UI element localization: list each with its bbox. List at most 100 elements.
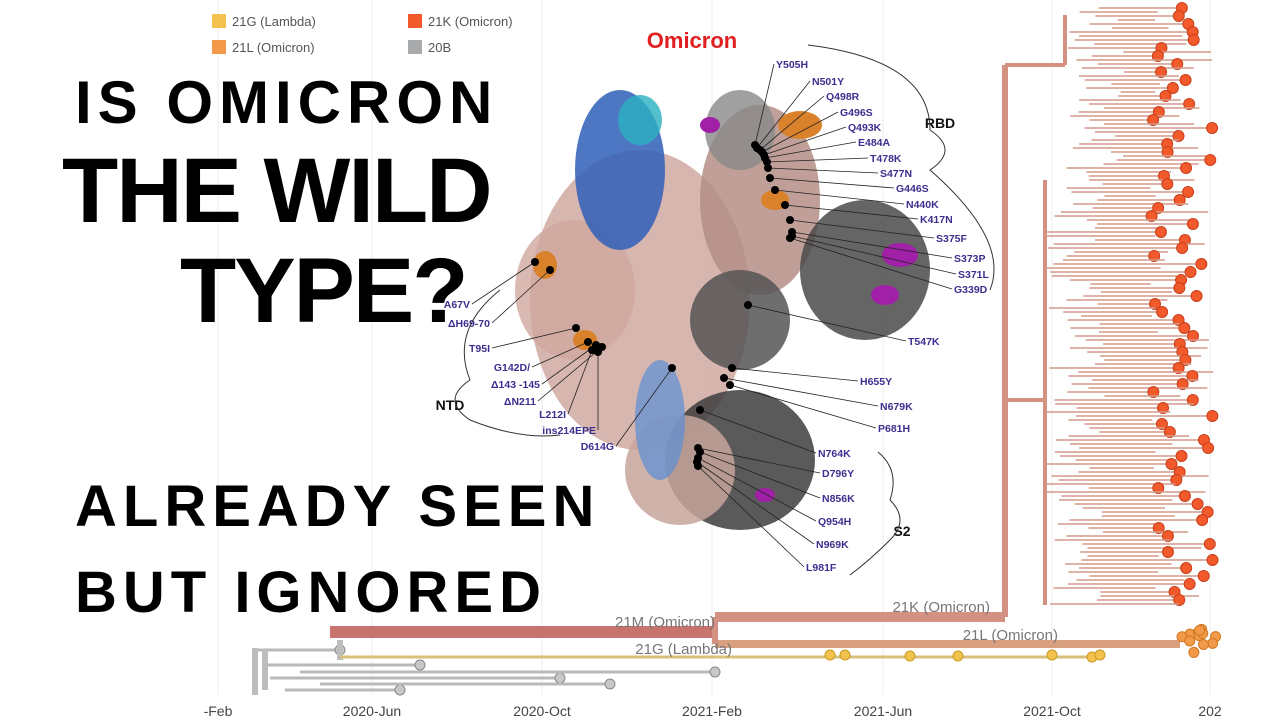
tip xyxy=(1172,10,1185,22)
region-label: NTD xyxy=(436,397,465,413)
tip xyxy=(1206,410,1219,422)
tip xyxy=(1172,362,1185,374)
tip xyxy=(1197,570,1210,582)
mutation-dot xyxy=(786,216,794,224)
bracket xyxy=(807,44,995,291)
leader-line xyxy=(791,235,957,275)
tip xyxy=(1152,202,1165,214)
mutation-dot xyxy=(744,301,752,309)
tip xyxy=(1173,594,1186,606)
tip xyxy=(1178,490,1191,502)
mutation-label: G339D xyxy=(954,284,988,296)
tip xyxy=(1157,402,1170,414)
tip xyxy=(1179,74,1192,86)
tip xyxy=(824,649,836,661)
branch xyxy=(252,640,343,695)
leader-line xyxy=(761,111,839,153)
leader-line xyxy=(491,269,551,324)
leader-line xyxy=(537,346,603,402)
tip xyxy=(1176,378,1189,390)
tip xyxy=(1163,426,1176,438)
mutation-label: P681H xyxy=(878,423,910,435)
tip xyxy=(1161,546,1174,558)
tip xyxy=(1166,82,1179,94)
tip xyxy=(1180,162,1193,174)
mutation-label: L212I xyxy=(539,409,566,421)
tip xyxy=(1161,530,1174,542)
mutation-label: E484A xyxy=(858,137,891,149)
leader-line xyxy=(531,341,589,368)
tip xyxy=(1161,146,1174,158)
mutation-label: T95I xyxy=(469,343,490,355)
mutation-dot xyxy=(764,164,772,172)
region-label: RBD xyxy=(925,115,955,131)
tip xyxy=(1173,282,1186,294)
tip xyxy=(1152,522,1165,534)
mutation-label: ΔN211 xyxy=(504,396,536,408)
mutation-label: N679K xyxy=(880,401,913,413)
tip xyxy=(1182,186,1195,198)
legend-swatch xyxy=(212,14,226,28)
tip xyxy=(1184,266,1197,278)
tip xyxy=(1154,226,1167,238)
mutation-label: D796Y xyxy=(822,468,854,480)
mutation-dot xyxy=(781,201,789,209)
clade-label: 21M (Omicron) xyxy=(615,614,715,631)
mutation-label: S375F xyxy=(936,233,968,245)
x-axis-label: 202 xyxy=(1198,703,1222,719)
tip xyxy=(1197,639,1209,651)
x-axis-label: 2020-Jun xyxy=(343,703,401,719)
tip xyxy=(1172,130,1185,142)
tip xyxy=(1165,458,1178,470)
mutation-label: H655Y xyxy=(860,376,892,388)
x-axis-label: 2021-Jun xyxy=(854,703,912,719)
tip xyxy=(1155,418,1168,430)
mutation-dot xyxy=(766,174,774,182)
mutation-label: S373P xyxy=(954,253,986,265)
leader-line xyxy=(754,63,775,146)
mutation-label: G142D/ xyxy=(494,362,530,374)
headline-line: TYPE? xyxy=(180,240,466,342)
tip xyxy=(1159,90,1172,102)
mutation-dot xyxy=(572,324,580,332)
headline-line: IS OMICRON xyxy=(75,69,498,136)
tip xyxy=(1155,66,1168,78)
tip xyxy=(1171,58,1184,70)
leader-line xyxy=(791,231,953,259)
mutation-labels: Y505H N501Y Q498R G496S Q493K E484A T478K S477N… xyxy=(444,44,995,576)
mutation-dot xyxy=(786,234,794,242)
mutation-dot xyxy=(728,364,736,372)
legend-label: 21G (Lambda) xyxy=(232,14,316,29)
headline-line: ALREADY SEEN xyxy=(75,474,600,539)
leader-line xyxy=(471,261,536,305)
leader-line xyxy=(764,141,857,159)
legend-swatch xyxy=(408,14,422,28)
mutation-label: ins214EPE xyxy=(542,425,596,437)
leader-line xyxy=(699,409,817,454)
leader-line xyxy=(769,177,895,189)
mutation-label: S477N xyxy=(880,168,912,180)
structure-title: Omicron xyxy=(647,28,737,53)
mutation-label: Q498R xyxy=(826,91,860,103)
tip xyxy=(1149,298,1162,310)
tip xyxy=(1187,34,1200,46)
mutation-dot xyxy=(531,258,539,266)
mutation-dot xyxy=(546,266,554,274)
tip xyxy=(1203,538,1216,550)
mutation-dot xyxy=(594,348,602,356)
headline-line: THE WILD xyxy=(62,140,491,242)
mutation-label: G496S xyxy=(840,107,873,119)
leader-line xyxy=(697,457,817,522)
tip xyxy=(1179,354,1192,366)
tip xyxy=(1183,98,1196,110)
tip xyxy=(554,672,566,684)
leader-line xyxy=(767,167,879,174)
legend-label: 21K (Omicron) xyxy=(428,14,513,29)
tip xyxy=(1190,290,1203,302)
leader-line xyxy=(567,349,593,415)
tip xyxy=(1191,498,1204,510)
legend-label: 21L (Omicron) xyxy=(232,40,315,55)
bracket xyxy=(849,451,901,576)
leader-line xyxy=(615,367,673,447)
